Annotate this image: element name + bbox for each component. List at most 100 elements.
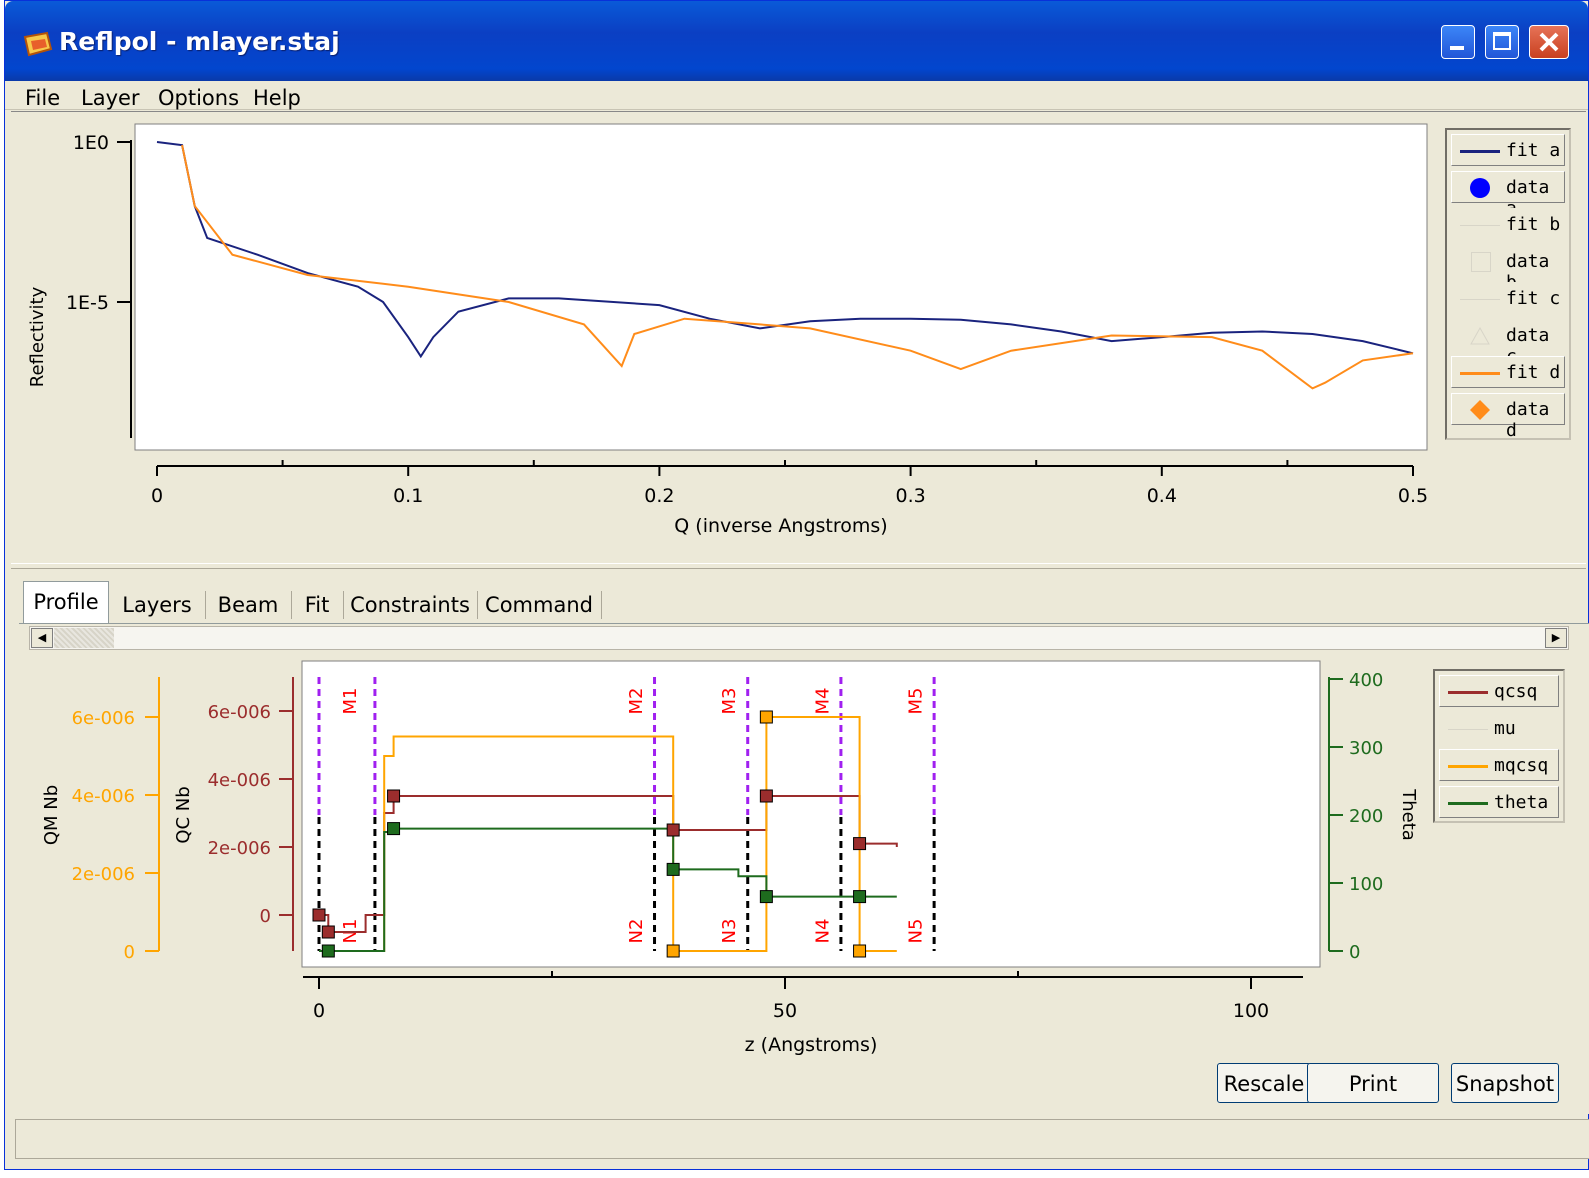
theta-control-point[interactable] xyxy=(321,944,335,958)
rescale-button[interactable]: Rescale xyxy=(1217,1063,1311,1103)
mqcsq-line-icon xyxy=(1448,756,1490,776)
horizontal-scrollbar[interactable]: ◀ ▶ xyxy=(29,626,1569,650)
mqcsq-control-point[interactable] xyxy=(853,944,867,958)
print-button[interactable]: Print xyxy=(1307,1063,1439,1103)
profile-x-tick-label: 50 xyxy=(773,1000,797,1022)
theta-control-point[interactable] xyxy=(853,890,867,904)
qc-axis-tick-label: 2e-006 xyxy=(208,838,271,859)
series-line-qcsq xyxy=(319,795,898,933)
theta-control-point[interactable] xyxy=(666,862,680,876)
tab-layers-label: Layers xyxy=(122,593,192,617)
pane-splitter[interactable] xyxy=(11,563,1586,569)
scroll-right-arrow-icon[interactable]: ▶ xyxy=(1545,628,1567,648)
reflectivity-x-tick-label: 0.4 xyxy=(1147,485,1177,507)
menu-options[interactable]: Options xyxy=(158,86,240,110)
qc-axis-label: QC Nb xyxy=(173,786,194,843)
mqcsq-control-point[interactable] xyxy=(759,710,773,724)
legend-data-d[interactable]: data d xyxy=(1451,393,1565,441)
menu-layer[interactable]: Layer xyxy=(81,86,140,110)
legend-fit-a[interactable]: fit a xyxy=(1451,134,1565,166)
profile-chart[interactable]: 6e-006 4e-006 2e-006 0 6e-006 4e-006 2e-006 0 40… xyxy=(5,653,1435,1073)
tab-command[interactable]: Command xyxy=(479,587,599,623)
menu-bar: File Layer Options Help xyxy=(5,81,1588,110)
tab-divider xyxy=(291,591,292,619)
qcsq-control-point[interactable] xyxy=(853,837,867,851)
legend-mqcsq[interactable]: mqcsq xyxy=(1439,749,1559,781)
legend-fit-d[interactable]: fit d xyxy=(1451,356,1565,388)
marker-label-top: M4 xyxy=(812,688,833,715)
snapshot-button-label: Snapshot xyxy=(1455,1072,1555,1096)
legend-data-b[interactable]: data b xyxy=(1451,245,1565,293)
reflectivity-y-tick-label: 1E0 xyxy=(73,132,109,154)
tab-profile-label: Profile xyxy=(33,590,99,614)
data-a-circle-icon xyxy=(1460,178,1502,198)
profile-legend: qcsq mu mqcsq theta xyxy=(1433,669,1565,823)
tab-profile[interactable]: Profile xyxy=(23,581,109,625)
tab-constraints[interactable]: Constraints xyxy=(345,587,475,623)
legend-qcsq[interactable]: qcsq xyxy=(1439,675,1559,707)
qcsq-control-point[interactable] xyxy=(321,925,335,939)
tab-divider xyxy=(601,591,602,619)
reflectivity-x-tick-label: 0 xyxy=(151,485,163,507)
theta-control-point[interactable] xyxy=(387,822,401,836)
data-d-diamond-icon xyxy=(1460,400,1502,420)
legend-theta[interactable]: theta xyxy=(1439,786,1559,818)
mqcsq-control-point[interactable] xyxy=(666,944,680,958)
legend-fit-b[interactable]: fit b xyxy=(1451,208,1565,240)
qm-axis-tick-label: 2e-006 xyxy=(72,864,135,885)
profile-plot-area xyxy=(301,660,1321,968)
minimize-button[interactable] xyxy=(1441,25,1475,59)
tab-fit-label: Fit xyxy=(304,593,330,617)
reflectivity-x-tick-label: 0.1 xyxy=(393,485,423,507)
tab-beam[interactable]: Beam xyxy=(207,587,289,623)
profile-x-tick-label: 0 xyxy=(313,1000,325,1022)
legend-label-fit-d: fit d xyxy=(1506,362,1561,383)
marker-label-top: M5 xyxy=(905,688,926,715)
theta-axis-tick-label: 100 xyxy=(1349,874,1383,895)
legend-data-a[interactable]: data a xyxy=(1451,171,1565,219)
tab-fit[interactable]: Fit xyxy=(293,587,341,623)
qc-axis-tick-label: 0 xyxy=(260,906,271,927)
reflectivity-chart[interactable]: 1E0 1E-5 0 0.1 0.2 0.3 0.4 0.5 Reflectivity Q (… xyxy=(11,112,1441,564)
marker-label-top: M3 xyxy=(719,688,740,715)
snapshot-button[interactable]: Snapshot xyxy=(1451,1063,1559,1103)
qcsq-control-point[interactable] xyxy=(759,789,773,803)
marker-label-bottom: N2 xyxy=(626,919,647,944)
app-window: Reflpol - mlayer.staj File Layer Options… xyxy=(4,0,1589,1170)
scroll-left-arrow-icon[interactable]: ◀ xyxy=(31,628,53,648)
tab-divider xyxy=(343,591,344,619)
qm-axis-label: QM Nb xyxy=(41,785,62,845)
scrollbar-thumb[interactable] xyxy=(54,628,114,648)
theta-axis-tick-label: 0 xyxy=(1349,942,1360,963)
menu-help[interactable]: Help xyxy=(253,86,301,110)
marker-label-top: M2 xyxy=(626,688,647,715)
close-button[interactable] xyxy=(1529,25,1569,59)
tab-layers[interactable]: Layers xyxy=(111,587,203,623)
reflectivity-pane: 1E0 1E-5 0 0.1 0.2 0.3 0.4 0.5 Reflectivity Q (… xyxy=(11,111,1586,564)
legend-data-c[interactable]: data c xyxy=(1451,319,1565,367)
minimize-icon xyxy=(1450,46,1464,50)
qm-axis-tick-label: 6e-006 xyxy=(72,708,135,729)
legend-fit-c[interactable]: fit c xyxy=(1451,282,1565,314)
app-icon xyxy=(23,31,53,57)
reflectivity-xlabel: Q (inverse Angstroms) xyxy=(674,515,887,537)
theta-control-point[interactable] xyxy=(759,890,773,904)
legend-mu[interactable]: mu xyxy=(1439,712,1559,744)
legend-label-fit-c: fit c xyxy=(1506,288,1561,309)
close-icon xyxy=(1539,32,1559,52)
qcsq-control-point[interactable] xyxy=(666,823,680,837)
theta-axis-tick-label: 400 xyxy=(1349,670,1383,691)
title-bar[interactable]: Reflpol - mlayer.staj xyxy=(5,1,1588,81)
reflectivity-x-tick-label: 0.3 xyxy=(895,485,925,507)
maximize-button[interactable] xyxy=(1485,25,1519,59)
qm-axis-tick-label: 0 xyxy=(124,942,135,963)
reflectivity-ylabel: Reflectivity xyxy=(27,286,48,387)
qcsq-control-point[interactable] xyxy=(387,789,401,803)
profile-x-tick-label: 100 xyxy=(1233,1000,1269,1022)
series-line-fit-d xyxy=(181,144,1414,390)
marker-label-bottom: N5 xyxy=(905,919,926,944)
menu-file[interactable]: File xyxy=(25,86,61,110)
legend-label-mu: mu xyxy=(1494,718,1516,739)
qcsq-control-point[interactable] xyxy=(312,908,326,922)
qm-axis-tick-label: 4e-006 xyxy=(72,786,135,807)
